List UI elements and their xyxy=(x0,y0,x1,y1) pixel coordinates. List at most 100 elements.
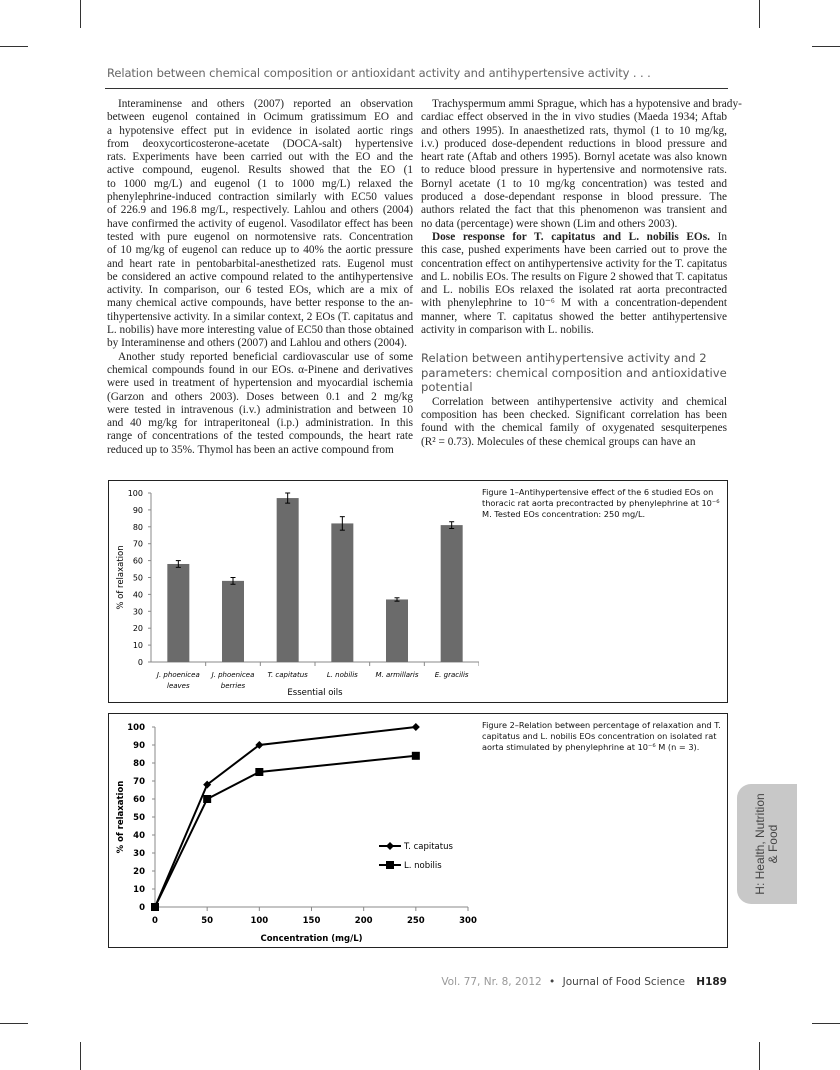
text-line: to reduce blood pressure in hypertensive… xyxy=(421,164,727,177)
text-line: to 1000 mg/L) and eugenol (1 to 1000 mg/… xyxy=(107,177,413,190)
crop-mark xyxy=(80,1042,81,1070)
y-tick-label: 20 xyxy=(133,867,145,877)
text-line: Another study reported beneficial cardio… xyxy=(118,350,413,363)
data-point xyxy=(203,795,212,803)
bar xyxy=(440,525,463,662)
y-tick-label: 60 xyxy=(133,795,145,805)
footer-volume: Vol. 77, Nr. 8, 2012 xyxy=(441,976,542,988)
bar xyxy=(222,580,244,662)
y-tick-label: 40 xyxy=(133,831,145,841)
crop-mark xyxy=(759,1042,760,1070)
data-point xyxy=(255,768,264,776)
y-axis-label: % of relaxation xyxy=(116,545,126,609)
text-line: chemical compounds found in our EOs. α-P… xyxy=(107,363,413,376)
text-line: and heart rate in pentobarbital-anesthet… xyxy=(107,257,413,270)
page-footer: Vol. 77, Nr. 8, 2012 • Journal of Food S… xyxy=(441,976,727,988)
crop-mark xyxy=(812,46,840,47)
y-tick-label: 100 xyxy=(127,723,145,733)
legend-marker xyxy=(386,842,394,850)
x-tick-label: 200 xyxy=(355,916,373,926)
text-line: cardiac effect observed in the in vivo s… xyxy=(421,111,727,124)
text-line: rats. Experiments have been carried out … xyxy=(107,151,413,164)
figure-1: 0 10 20 30 40 50 60 70 80 90 100 J. phoenicea leaves… xyxy=(108,480,728,703)
header-rule xyxy=(105,88,728,89)
text-line: range of concentrations of the tested co… xyxy=(107,430,413,443)
text-line: many chemical active compounds, have bet… xyxy=(107,297,413,310)
x-tick-label: 250 xyxy=(407,916,425,926)
text-line: Correlation between antihypertensive act… xyxy=(432,395,727,408)
text-line: heart rate (Aftab and others 1995). Born… xyxy=(421,151,727,164)
side-tab-label: H: Health, Nutrition & Food xyxy=(753,793,780,895)
figure-2: 0 10 20 30 40 50 60 70 80 90 100 0 50 100 150 200 250 300… xyxy=(108,713,728,948)
text-line: and L. nobilis EOs. The results on Figur… xyxy=(421,270,728,283)
series-line xyxy=(154,726,416,908)
figure-2-caption: Figure 2–Relation between percentage of … xyxy=(482,720,721,752)
footer-separator: • xyxy=(549,976,556,988)
y-axis-label: % of relaxation xyxy=(116,781,126,854)
y-tick-label: 30 xyxy=(133,849,145,859)
text-line: Interaminense and others (2007) reported… xyxy=(118,98,413,110)
text-line: phenylephrine-induced contraction simila… xyxy=(107,191,413,204)
text-line: activity. In comparison, our 6 tested EO… xyxy=(107,284,413,297)
text-line: L. nobilis) have more interesting value … xyxy=(107,324,414,337)
text-line: tested with pure eugenol on normotensive… xyxy=(107,230,413,243)
x-tick-label: berries xyxy=(221,682,246,690)
text-line: Dose response for T. capitatus and L. no… xyxy=(421,231,727,244)
text-line: from deoxycorticosterone-acetate (DOCA-s… xyxy=(107,137,413,150)
footer-journal: Journal of Food Science xyxy=(562,976,685,988)
bar xyxy=(276,498,299,662)
bar-chart: 0 10 20 30 40 50 60 70 80 90 100 J. phoenicea leaves… xyxy=(116,489,479,698)
data-point xyxy=(151,903,159,911)
text-line: and 40 mg/kg for intraperitoneal (i.p.) … xyxy=(107,417,413,430)
text-line: and L. nobilis EOs relaxed the isolated … xyxy=(421,284,727,297)
y-tick-label: 60 xyxy=(133,557,143,566)
text-line: a hypotensive effect put in evidence in … xyxy=(107,124,413,137)
crop-mark xyxy=(80,0,81,28)
x-tick-label: T. capitatus xyxy=(268,671,309,679)
y-tick-label: 70 xyxy=(133,540,143,549)
text-line: (R² = 0.73). Molecules of these chemical… xyxy=(421,435,696,448)
x-tick-label: 0 xyxy=(152,916,158,926)
bar xyxy=(331,523,354,662)
y-tick-label: 0 xyxy=(138,658,143,667)
x-tick-label: 150 xyxy=(303,916,321,926)
section-heading: Relation between antihypertensive activi… xyxy=(421,351,727,395)
left-column: Interaminense and others (2007) reported… xyxy=(107,98,414,457)
right-column: Trachyspermum ammi Sprague, which has a … xyxy=(421,98,742,449)
text-line: (Garzon and others 2003). Doses between … xyxy=(107,390,413,403)
y-tick-label: 100 xyxy=(128,489,143,498)
text-line: Trachyspermum ammi Sprague, which has a … xyxy=(432,98,742,110)
text-line: no data (percentage) were shown (Lim and… xyxy=(421,217,678,230)
text-line: concentration effect on antihypertensive… xyxy=(421,257,727,270)
text-line: have confirmed the activity of eugenol. … xyxy=(107,217,413,230)
text-line: tihypertensive activity. In a similar co… xyxy=(107,310,413,323)
y-tick-label: 50 xyxy=(133,813,145,823)
legend-marker xyxy=(386,861,394,869)
x-tick-label: 300 xyxy=(459,916,477,926)
x-tick-label: 100 xyxy=(250,916,268,926)
legend-label: L. nobilis xyxy=(404,861,442,871)
line-chart: 0 10 20 30 40 50 60 70 80 90 100 0 50 100 150 200 250 300… xyxy=(116,723,477,944)
text-line: authors related the fact that this pheno… xyxy=(421,204,727,217)
x-tick-label: leaves xyxy=(167,682,190,690)
series-line xyxy=(154,754,416,908)
y-tick-label: 70 xyxy=(133,777,145,787)
text-line: be considered an active compound related… xyxy=(107,270,413,283)
text-line: with phenylephrine to 10⁻⁶ M with a conc… xyxy=(421,297,727,310)
y-tick-label: 50 xyxy=(133,574,143,583)
x-tick-label: M. armillaris xyxy=(375,671,418,679)
text-line: composition has been checked. Significan… xyxy=(421,409,727,422)
text-line: i.v.) produced dose-dependent reductions… xyxy=(421,137,727,150)
text-line: active compound, eugenol. Results showed… xyxy=(107,164,413,177)
text-line: reduced up to 35%. Thymol has been an ac… xyxy=(107,443,394,456)
x-tick-label: 50 xyxy=(201,916,213,926)
data-point xyxy=(411,751,420,760)
section-side-tab: H: Health, Nutrition & Food xyxy=(737,784,797,904)
y-tick-label: 80 xyxy=(133,523,143,532)
x-tick-label: L. nobilis xyxy=(327,671,358,679)
text-line: found with the chemical family of oxygen… xyxy=(421,422,727,435)
data-point xyxy=(203,780,212,789)
data-point xyxy=(411,723,420,731)
y-tick-label: 40 xyxy=(133,590,143,599)
text-line: between eugenol contained in Ocimum grat… xyxy=(107,111,413,124)
